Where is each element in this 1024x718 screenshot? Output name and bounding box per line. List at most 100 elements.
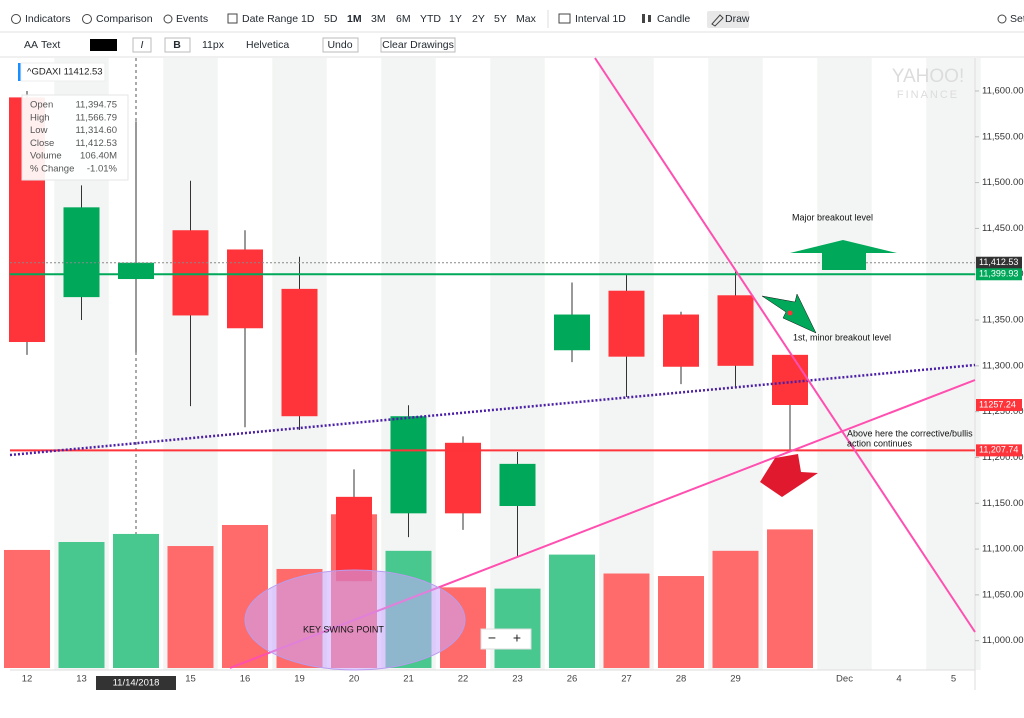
zoom-out-button[interactable]: − xyxy=(488,630,496,646)
interval-button[interactable]: Interval 1D xyxy=(575,13,626,25)
candle-body xyxy=(663,314,699,367)
tooltip-value: -1.01% xyxy=(87,164,118,175)
italic-button[interactable]: I xyxy=(141,39,144,51)
size-select[interactable]: 11px xyxy=(202,39,225,51)
arrow-down xyxy=(760,454,818,497)
annotation: Major breakout level xyxy=(792,212,873,222)
y-tick-label: 11,050.00 xyxy=(982,589,1024,600)
clear-button[interactable]: Clear Drawings xyxy=(382,39,454,51)
tooltip-value: 106.40M xyxy=(80,151,117,162)
bold-button-bg xyxy=(164,37,191,53)
tooltip-value: 11,412.53 xyxy=(75,138,117,149)
font-select[interactable]: Helvetica xyxy=(246,39,289,51)
indicators-button[interactable]: Indicators xyxy=(25,13,71,25)
range-button[interactable]: Max xyxy=(516,13,537,25)
crosshair-label-bg xyxy=(96,676,176,690)
y-tick-label: 11,200.00 xyxy=(982,452,1024,463)
volume-bar xyxy=(4,549,50,668)
color-swatch[interactable] xyxy=(90,39,117,51)
bold-button[interactable]: B xyxy=(173,39,181,51)
events-button[interactable]: Events xyxy=(176,13,208,25)
candle-body xyxy=(717,295,754,366)
clear-button-bg xyxy=(380,37,456,53)
range-button[interactable]: 1M xyxy=(347,13,362,25)
icon xyxy=(642,14,645,23)
y-tick-label: 11,500.00 xyxy=(982,177,1024,188)
price-tag-label: 11,207.74 xyxy=(979,445,1018,455)
font-icon: AA xyxy=(24,39,38,51)
range-button[interactable]: 3M xyxy=(371,13,386,25)
tooltip-value: 11,566.79 xyxy=(75,112,117,123)
icon xyxy=(648,15,651,22)
tooltip-label: Close xyxy=(30,138,54,149)
y-tick-label: 11,150.00 xyxy=(982,498,1024,509)
swing-ellipse xyxy=(244,569,466,671)
tooltip-label: High xyxy=(30,112,50,123)
x-tick-label: 15 xyxy=(185,674,196,685)
zoom-control xyxy=(480,628,532,650)
y-tick-label: 11,600.00 xyxy=(982,85,1024,96)
range-button[interactable]: 1D xyxy=(301,13,315,25)
icon xyxy=(163,14,173,24)
candle-body xyxy=(63,207,100,298)
zoom-in-button[interactable]: + xyxy=(513,630,521,646)
x-tick-label: 5 xyxy=(951,674,956,685)
x-tick-label: 28 xyxy=(676,674,687,685)
x-tick-label: 21 xyxy=(403,674,414,685)
date-range-button[interactable]: Date Range xyxy=(242,13,298,25)
x-tick-label: 4 xyxy=(896,674,901,685)
price-tag-label: 11,412.53 xyxy=(979,257,1018,267)
watermark: FINANCE xyxy=(897,89,959,101)
trendline xyxy=(9,363,976,457)
price-tag-label: 11,399.93 xyxy=(979,269,1018,279)
icon xyxy=(997,14,1007,24)
range-button[interactable]: 1Y xyxy=(449,13,462,25)
candle-body xyxy=(554,314,590,351)
y-tick-label: 11,250.00 xyxy=(982,406,1024,417)
icon xyxy=(82,14,92,24)
candle-body xyxy=(445,442,481,514)
volume-bar xyxy=(549,554,595,668)
range-button[interactable]: 2Y xyxy=(472,13,485,25)
y-tick-label: 11,000.00 xyxy=(982,635,1024,646)
y-tick-label: 11,550.00 xyxy=(982,131,1024,142)
tooltip-label: Open xyxy=(30,100,53,111)
tooltip-rows: Open 11,394.75 High 11,566.79 Low 11,314.60 Cl… xyxy=(30,100,118,175)
settings-button[interactable]: Set xyxy=(1010,13,1024,25)
range-button[interactable]: 5D xyxy=(324,13,338,25)
arrow-up xyxy=(790,240,897,270)
x-tick-label: Dec xyxy=(836,674,853,685)
tool-select[interactable]: Text xyxy=(41,39,60,51)
icon xyxy=(11,14,21,24)
tooltip-label: % Change xyxy=(30,164,74,175)
range-button[interactable]: 6M xyxy=(396,13,411,25)
range-button[interactable]: 5Y xyxy=(494,13,507,25)
italic-button-bg xyxy=(132,37,152,53)
comparison-button[interactable]: Comparison xyxy=(96,13,153,25)
volume-bar xyxy=(58,542,105,668)
column-stripe xyxy=(817,58,872,670)
icon xyxy=(558,13,571,24)
candle-body xyxy=(772,354,808,406)
candle-body xyxy=(281,288,318,417)
volume-bar xyxy=(603,573,650,668)
x-tick-label: 23 xyxy=(512,674,523,685)
annotation: KEY SWING POINT xyxy=(303,624,384,634)
volume-bar xyxy=(767,529,813,668)
chart-type-button[interactable]: Candle xyxy=(657,13,690,25)
x-tick-label: 16 xyxy=(240,674,251,685)
price-tag xyxy=(976,444,1022,457)
crosshair-label: 11/14/2018 xyxy=(113,678,160,689)
tooltip xyxy=(21,94,129,181)
annotation: Above here the corrective/bullis xyxy=(847,428,973,438)
x-tick-label: 12 xyxy=(22,674,33,685)
tooltip-label: Low xyxy=(30,125,48,136)
range-button[interactable]: YTD xyxy=(420,13,441,25)
draw-button[interactable]: Draw xyxy=(725,13,750,25)
tooltip-label: Volume xyxy=(30,151,62,162)
y-tick-label: 11,300.00 xyxy=(982,360,1024,371)
undo-button[interactable]: Undo xyxy=(327,39,352,51)
drawings: Major breakout level 1st, minor breakout… xyxy=(9,57,976,671)
toolbar: Indicators Comparison Events Date Range … xyxy=(0,10,1024,58)
y-tick-label: 11,100.00 xyxy=(982,544,1024,555)
